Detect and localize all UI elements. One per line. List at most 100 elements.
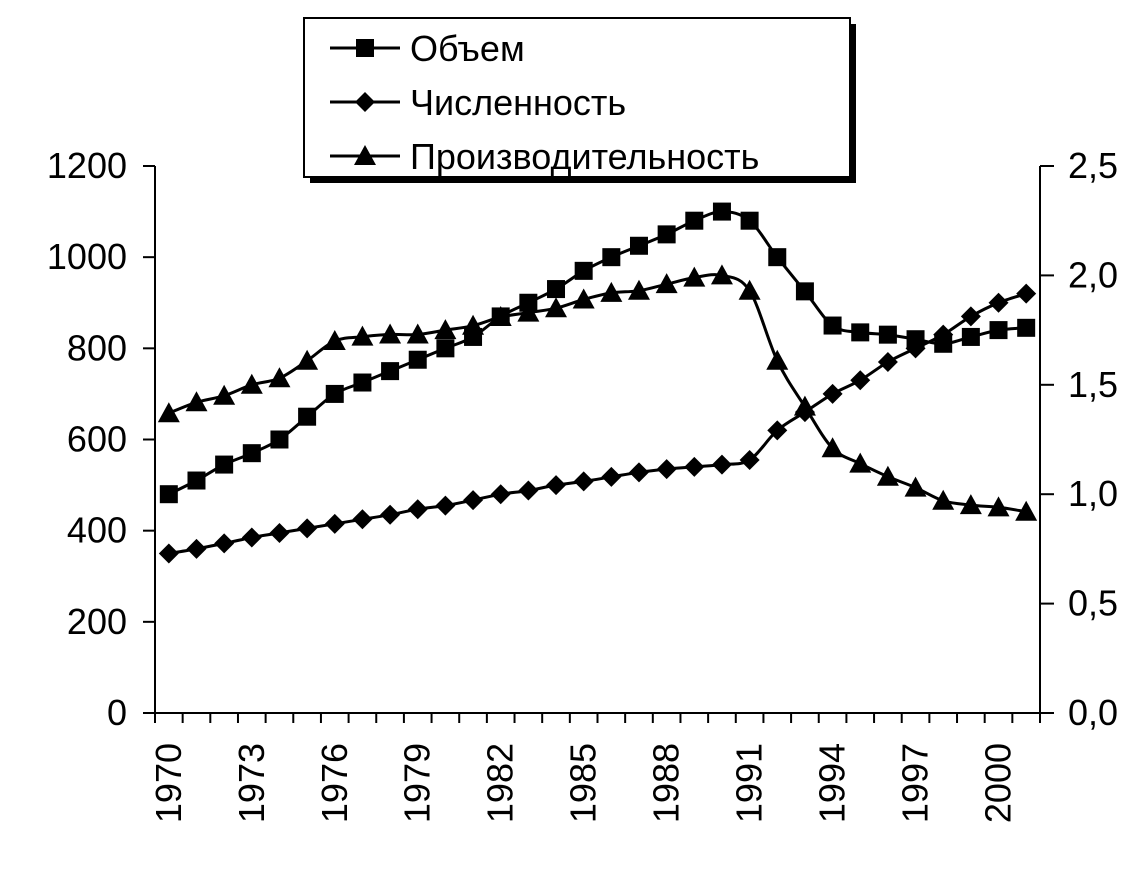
data-point-diamond: [1016, 283, 1037, 304]
left-y-tick-label: 1000: [47, 236, 127, 277]
legend-marker-diamond: [355, 92, 375, 112]
data-point-triangle: [1015, 500, 1038, 521]
data-point-diamond: [933, 324, 954, 345]
data-point-square: [187, 471, 206, 490]
data-point-square: [878, 325, 897, 344]
data-point-triangle: [904, 476, 927, 497]
data-point-triangle: [738, 279, 761, 300]
x-tick-label: 2000: [978, 743, 1019, 823]
data-point-diamond: [435, 495, 456, 516]
left-y-tick-label: 0: [107, 692, 127, 733]
data-point-triangle: [627, 279, 650, 300]
data-point-square: [629, 236, 648, 255]
data-point-triangle: [766, 349, 789, 370]
data-point-triangle: [323, 330, 346, 351]
data-point-triangle: [932, 489, 955, 510]
data-point-triangle: [489, 305, 512, 326]
right-y-tick-label: 2,0: [1068, 254, 1118, 295]
x-tick-label: 1979: [397, 743, 438, 823]
data-point-diamond: [214, 533, 235, 554]
data-point-diamond: [711, 454, 732, 475]
series-line-square: [168, 210, 1027, 496]
left-y-tick-label: 400: [67, 510, 127, 551]
data-point-triangle: [655, 273, 678, 294]
left-y-tick-label: 1200: [47, 145, 127, 186]
data-point-diamond: [684, 456, 705, 477]
legend-label: Численность: [410, 82, 626, 123]
data-point-triangle: [683, 266, 706, 287]
data-point-triangle: [710, 264, 733, 285]
data-point-square: [1017, 318, 1036, 337]
data-point-triangle: [987, 496, 1010, 517]
data-point-square: [408, 350, 427, 369]
data-point-diamond: [490, 484, 511, 505]
chart-series-lines: [168, 210, 1027, 555]
right-y-tick-label: 0,0: [1068, 692, 1118, 733]
data-point-diamond: [324, 513, 345, 534]
data-point-square: [961, 327, 980, 346]
data-point-diamond: [573, 471, 594, 492]
series-line-triangle: [168, 273, 1027, 514]
data-point-diamond: [850, 370, 871, 391]
data-point-diamond: [877, 352, 898, 373]
data-point-square: [574, 261, 593, 280]
data-point-square: [795, 282, 814, 301]
data-point-triangle: [240, 373, 263, 394]
data-point-triangle: [572, 288, 595, 309]
left-y-tick-label: 200: [67, 601, 127, 642]
data-point-diamond: [407, 499, 428, 520]
data-point-square: [353, 373, 372, 392]
data-point-triangle: [296, 349, 319, 370]
data-point-triangle: [434, 319, 457, 340]
data-point-square: [851, 323, 870, 342]
data-point-diamond: [739, 450, 760, 471]
data-point-diamond: [269, 522, 290, 543]
data-point-diamond: [988, 292, 1009, 313]
x-tick-label: 1976: [314, 743, 355, 823]
legend-label: Производительность: [410, 136, 759, 177]
data-point-diamond: [960, 306, 981, 327]
data-point-diamond: [463, 490, 484, 511]
data-point-diamond: [905, 338, 926, 359]
x-tick-label: 1973: [231, 743, 272, 823]
data-point-square: [215, 455, 234, 474]
x-tick-label: 1988: [646, 743, 687, 823]
data-point-triangle: [545, 297, 568, 318]
x-tick-label: 1991: [729, 743, 770, 823]
chart-series-markers: [157, 202, 1038, 564]
legend-marker-triangle: [354, 145, 376, 165]
data-point-square: [436, 339, 455, 358]
left-y-tick-label: 600: [67, 419, 127, 460]
data-point-diamond: [518, 480, 539, 501]
data-point-triangle: [849, 452, 872, 473]
data-point-diamond: [158, 543, 179, 564]
data-point-diamond: [241, 527, 262, 548]
data-point-square: [298, 407, 317, 426]
data-point-square: [381, 362, 400, 381]
data-point-square: [242, 444, 261, 463]
data-point-diamond: [352, 509, 373, 530]
data-point-triangle: [268, 367, 291, 388]
right-y-tick-label: 0,5: [1068, 583, 1118, 624]
legend-box: [303, 17, 851, 178]
x-tick-label: 1970: [148, 743, 189, 823]
data-point-triangle: [959, 494, 982, 515]
data-point-triangle: [517, 301, 540, 322]
data-point-diamond: [186, 538, 207, 559]
data-point-triangle: [213, 384, 236, 405]
chart-ticks: 0 200 400 600 800 1000 1200 0,0 0,5 1,0 1,5 2,0 2,5 1…: [47, 145, 1118, 823]
data-point-diamond: [767, 420, 788, 441]
data-point-diamond: [656, 459, 677, 480]
left-y-tick-label: 800: [67, 327, 127, 368]
data-point-square: [657, 225, 676, 244]
legend-marker-square: [356, 39, 374, 57]
data-point-square: [602, 248, 621, 267]
data-point-triangle: [351, 325, 374, 346]
data-point-triangle: [185, 391, 208, 412]
x-tick-label: 1982: [480, 743, 521, 823]
data-point-diamond: [546, 475, 567, 496]
data-point-triangle: [379, 323, 402, 344]
x-tick-label: 1997: [895, 743, 936, 823]
data-point-triangle: [876, 465, 899, 486]
